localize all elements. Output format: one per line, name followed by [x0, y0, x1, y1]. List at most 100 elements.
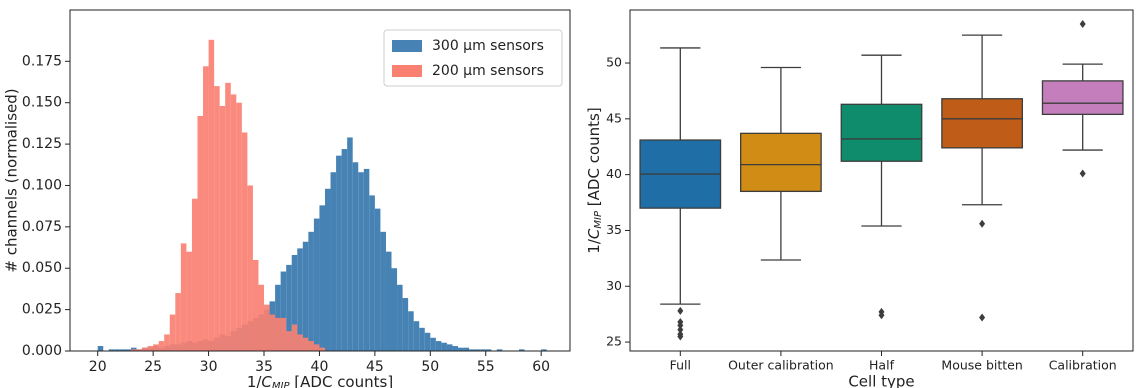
- bar: [308, 341, 314, 351]
- plot-frame: [69, 9, 571, 352]
- y-tick-label: 0.025: [22, 302, 62, 318]
- bar: [186, 251, 192, 351]
- x-tick-label: Calibration: [1049, 358, 1117, 373]
- bar: [286, 264, 292, 351]
- box: [740, 132, 822, 193]
- bar: [203, 66, 209, 351]
- legend-label: 200 μm sensors: [432, 63, 544, 79]
- bar: [419, 327, 425, 351]
- bar: [97, 346, 104, 351]
- y-tick-label: 0.175: [22, 53, 62, 69]
- bar: [541, 349, 547, 351]
- bar: [452, 346, 459, 351]
- y-axis-label: 1/CMIP [ADC counts]: [585, 107, 605, 253]
- bar: [247, 185, 253, 351]
- y-tick-label: 25: [606, 334, 622, 349]
- flier: [677, 325, 684, 334]
- bar: [114, 349, 120, 351]
- bar: [147, 346, 154, 351]
- bar: [319, 205, 325, 351]
- bar: [374, 208, 381, 351]
- x-tick-label: 60: [532, 359, 550, 375]
- bar: [408, 311, 414, 351]
- y-tick-label: 0.150: [22, 95, 62, 111]
- bar: [164, 334, 170, 351]
- x-tick-label: 30: [200, 359, 218, 375]
- bar: [119, 349, 126, 351]
- bar: [463, 347, 470, 351]
- x-axis-label: 1/CMIP [ADC counts]: [247, 373, 393, 388]
- x-tick-label: 55: [477, 359, 495, 375]
- bar: [197, 115, 204, 352]
- flier: [677, 332, 684, 341]
- bar: [180, 243, 187, 351]
- y-tick-label: 30: [606, 278, 622, 293]
- bar: [130, 349, 137, 351]
- box: [1041, 80, 1124, 116]
- bar: [302, 337, 309, 351]
- bar: [169, 314, 176, 351]
- bar: [264, 304, 270, 351]
- bar: [352, 162, 359, 351]
- label-part: C: [585, 228, 603, 239]
- box: [941, 98, 1023, 149]
- label-part: 1/: [247, 373, 263, 388]
- bar: [441, 342, 447, 351]
- y-tick-label: 50: [606, 55, 622, 70]
- legend-box: [383, 29, 563, 87]
- bar: [158, 341, 165, 351]
- bar: [191, 198, 198, 351]
- bar: [275, 317, 281, 351]
- bar: [402, 298, 409, 351]
- y-tick-label: 45: [606, 110, 622, 125]
- x-tick-label: 35: [255, 359, 273, 375]
- flier: [1079, 169, 1086, 178]
- bar: [280, 317, 287, 351]
- bar: [175, 293, 181, 351]
- y-tick-label: 0.050: [22, 260, 62, 276]
- x-tick-label: Outer calibration: [728, 358, 834, 373]
- bar: [302, 241, 309, 351]
- bar: [297, 334, 303, 351]
- bar: [385, 251, 392, 351]
- bar: [341, 149, 348, 351]
- bar: [225, 82, 231, 351]
- y-tick-label: 0.125: [22, 136, 62, 152]
- bar: [330, 172, 337, 351]
- x-tick-label: 20: [89, 359, 107, 375]
- flier: [878, 311, 885, 320]
- label-part: [ADC counts]: [290, 373, 394, 388]
- x-tick-label: Full: [670, 358, 691, 373]
- bar: [214, 86, 220, 351]
- bar: [258, 284, 265, 351]
- label-part: [ADC counts]: [585, 107, 603, 211]
- x-tick-label: 45: [366, 359, 384, 375]
- bar: [458, 347, 464, 351]
- bar: [358, 172, 364, 351]
- label-part: 1/: [585, 238, 603, 254]
- x-axis-label: Cell type: [848, 373, 914, 388]
- bar: [108, 349, 115, 351]
- bar: [230, 94, 237, 351]
- bar: [380, 231, 386, 351]
- label-part: MIP: [593, 210, 604, 229]
- bar: [291, 254, 298, 351]
- bar: [269, 314, 276, 351]
- bar: [241, 132, 248, 351]
- y-tick-label: 0.075: [22, 219, 62, 235]
- bar: [474, 349, 481, 351]
- bar: [485, 349, 492, 351]
- bar: [430, 337, 436, 351]
- flier: [1079, 19, 1086, 28]
- box: [840, 103, 923, 162]
- bar: [286, 331, 292, 351]
- bar: [142, 347, 148, 351]
- bar: [435, 341, 442, 351]
- bar: [519, 349, 525, 351]
- bar: [469, 349, 475, 351]
- x-tick-label: Half: [869, 358, 895, 373]
- bar: [297, 248, 303, 351]
- bar: [125, 349, 131, 351]
- bar: [480, 349, 486, 351]
